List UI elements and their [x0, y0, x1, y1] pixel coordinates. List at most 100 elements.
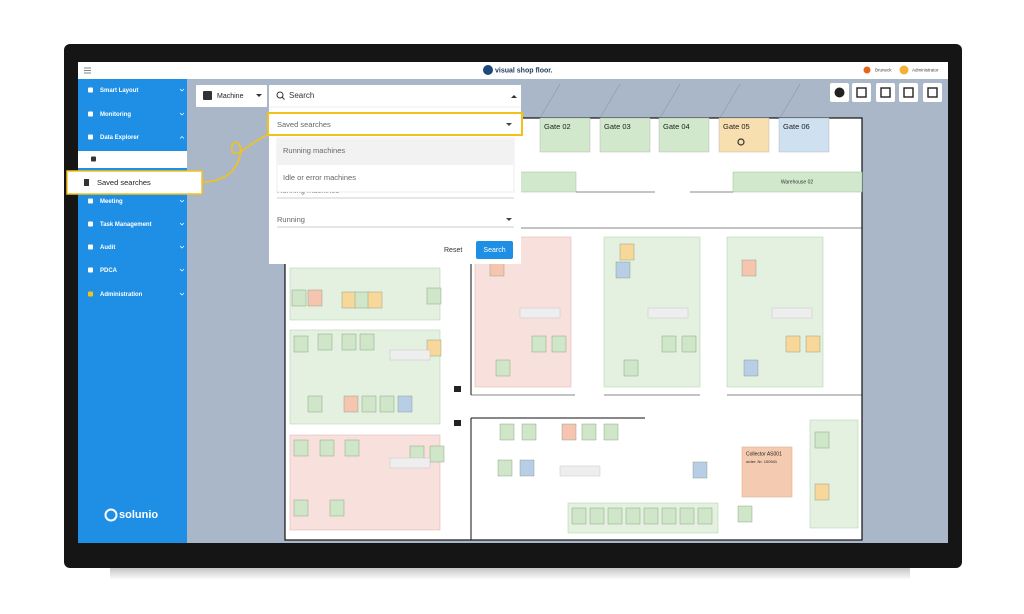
machine-tile[interactable] [519, 459, 535, 477]
machine-tile[interactable] [619, 243, 635, 261]
machine-select[interactable] [196, 85, 267, 107]
saved-search-option[interactable]: Running machines [283, 146, 345, 155]
machine-tile[interactable] [293, 335, 309, 353]
machine-tile[interactable] [661, 335, 677, 353]
sidebar-icon [88, 198, 93, 204]
machine-tile[interactable] [581, 423, 597, 441]
machine-tile[interactable] [741, 259, 757, 277]
machine-tile[interactable] [379, 395, 395, 413]
machine-tile[interactable] [607, 507, 623, 525]
search-input[interactable]: Search [289, 91, 314, 100]
machines [291, 243, 830, 525]
machine-tile[interactable] [499, 423, 515, 441]
sidebar-icon [88, 291, 93, 297]
machine-tile[interactable] [354, 291, 370, 309]
machine-tile[interactable] [551, 335, 567, 353]
callout-box [66, 170, 203, 195]
machine-tile[interactable] [426, 287, 442, 305]
notification-dot[interactable] [863, 66, 871, 74]
location: Bruneck [875, 68, 892, 73]
sidebar-item[interactable]: Monitoring [100, 112, 131, 118]
sidebar-icon [88, 267, 93, 273]
machine-tile[interactable] [589, 507, 605, 525]
machine-tile[interactable] [737, 505, 753, 523]
machine-tile[interactable] [603, 423, 619, 441]
saved-searches-field[interactable] [267, 112, 523, 136]
chevron [179, 112, 185, 116]
sidebar-item[interactable]: Meeting [100, 199, 123, 205]
gate [718, 117, 770, 153]
gate [778, 117, 830, 153]
tool-button[interactable] [852, 83, 871, 102]
machine-tile[interactable] [307, 289, 323, 307]
machine-tile[interactable] [367, 291, 383, 309]
machine-tile[interactable] [291, 289, 307, 307]
search-button[interactable] [476, 241, 513, 259]
machine-tile[interactable] [293, 439, 309, 457]
collector-name: Collector AS001 [746, 451, 782, 457]
machine-tile[interactable] [341, 333, 357, 351]
tool-button[interactable] [899, 83, 918, 102]
sidebar-item[interactable]: Administration [100, 292, 143, 298]
tool-button[interactable] [923, 83, 942, 102]
machine-tile[interactable] [692, 461, 708, 479]
conveyor [647, 307, 689, 319]
sidebar-item[interactable]: PDCA [100, 268, 118, 274]
machine-tile[interactable] [397, 395, 413, 413]
sidebar-icon [88, 111, 93, 117]
conveyor [559, 465, 601, 477]
machine-tile[interactable] [317, 333, 333, 351]
tool-icon [834, 87, 845, 98]
machine-tile[interactable] [341, 291, 357, 309]
machine-tile[interactable] [805, 335, 821, 353]
sidebar-item[interactable]: Data Explorer [100, 135, 140, 141]
filter-field[interactable]: Running [277, 215, 305, 224]
conveyor [389, 457, 431, 469]
machine-tile[interactable] [785, 335, 801, 353]
machine-tile[interactable] [343, 395, 359, 413]
machine-tile[interactable] [571, 507, 587, 525]
machine-tile[interactable] [623, 359, 639, 377]
machine-tile[interactable] [293, 499, 309, 517]
machine-tile[interactable] [521, 423, 537, 441]
bookmark-icon [84, 179, 89, 186]
machine-tile[interactable] [697, 507, 713, 525]
sidebar-item[interactable]: Task Management [100, 222, 152, 228]
tool-button[interactable] [876, 83, 895, 102]
machine-tile[interactable] [681, 335, 697, 353]
machine-tile[interactable] [643, 507, 659, 525]
machine-tile[interactable] [625, 507, 641, 525]
reset-button[interactable]: Reset [444, 247, 462, 254]
menu-icon [84, 67, 91, 74]
machine-tile[interactable] [743, 359, 759, 377]
machine-tile[interactable] [361, 395, 377, 413]
conveyor [519, 307, 561, 319]
machine-tile[interactable] [307, 395, 323, 413]
saved-search-option[interactable]: Idle or error machines [283, 173, 356, 182]
machine-tile[interactable] [344, 439, 360, 457]
chevron [179, 88, 185, 92]
sidebar-item[interactable]: Search [103, 157, 123, 163]
decoration [659, 83, 681, 119]
machine-tile[interactable] [329, 499, 345, 517]
caret [506, 123, 512, 126]
machine-tile[interactable] [429, 445, 445, 463]
machine-tile[interactable] [497, 459, 513, 477]
gates: Gate 02 Gate 03 Gate 04 Gate 05 Gate 06 [539, 117, 830, 153]
sidebar-item[interactable]: Audit [100, 245, 115, 251]
machine-tile[interactable] [679, 507, 695, 525]
machine-tile[interactable] [359, 333, 375, 351]
machine-tile[interactable] [426, 339, 442, 357]
machine-tile[interactable] [495, 359, 511, 377]
machine-tile[interactable] [814, 483, 830, 501]
machine-tile[interactable] [615, 261, 631, 279]
machine-tile[interactable] [661, 507, 677, 525]
map-tools [830, 83, 942, 102]
chevron [179, 222, 185, 226]
machine-tile[interactable] [814, 431, 830, 449]
machine-tile[interactable] [531, 335, 547, 353]
machine-tile[interactable] [561, 423, 577, 441]
machine-tile[interactable] [319, 439, 335, 457]
sidebar-item[interactable]: Smart Layout [100, 88, 138, 94]
warehouse-label: Warehouse 02 [781, 179, 814, 185]
